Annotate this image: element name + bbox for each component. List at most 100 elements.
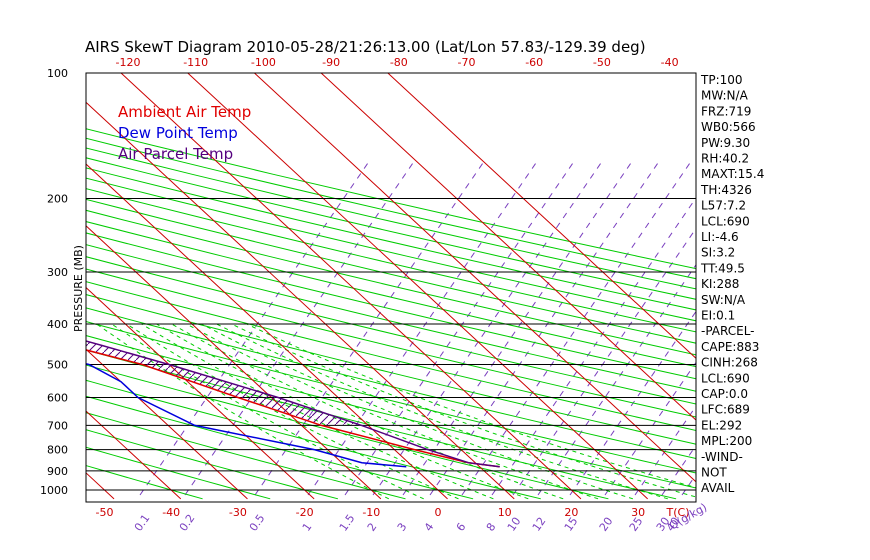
dry-adiabat [86,157,696,300]
bottom-temp-tick: 30 [631,506,645,519]
isotherm [254,73,696,483]
bottom-temp-tick: 10 [498,506,512,519]
mixing-ratio-line [139,159,371,496]
mixing-ratio-tick: 0.5 [247,512,268,534]
bottom-temp-axis: -50 -40 -30 -20 -10 0 10 20 30 T(C) [96,506,690,519]
index-entry: -PARCEL- [701,324,755,338]
profile-lines [86,340,500,468]
mixing-ratio-line [184,159,416,496]
index-entry: -WIND- [701,450,743,464]
pressure-tick-label: 600 [47,391,68,404]
mixing-ratio-tick: 1 [300,521,315,534]
top-temp-axis: -120 -110 -100 -90 -80 -70 -60 -50 -40 [116,56,679,69]
mixing-ratio-line [372,159,604,496]
pressure-tick-label: 1000 [40,484,68,497]
mixing-ratio-tick: 20 [597,515,616,534]
bottom-temp-tick: -30 [229,506,247,519]
dry-adiabat [86,307,696,459]
moist-adiabat [156,323,529,500]
bottom-temp-tick: -40 [162,506,180,519]
moist-adiabat [186,323,599,500]
dry-adiabat [86,221,696,368]
index-entry: RH:40.2 [701,152,749,166]
index-entry: CAPE:883 [701,340,759,354]
index-entry: SW:N/A [701,293,746,307]
legend-entry: Ambient Air Temp [118,103,251,121]
dry-adiabat [86,209,696,356]
index-entry: TH:4326 [700,183,752,197]
bottom-temp-tick: -10 [362,506,380,519]
top-temp-tick: -120 [116,56,141,69]
temp-unit-label: T(C) [666,506,690,519]
mixing-ratio-line [402,159,634,496]
moist-adiabat [201,323,634,500]
parcel-temp-line [86,340,500,468]
mixing-ratio-line [307,159,539,496]
isotherm [320,73,696,421]
dry-adiabat [86,268,696,418]
mixing-ratio-lines [139,159,696,496]
index-entry: FRZ:719 [701,104,751,118]
dry-adiabat [86,379,541,500]
dry-adiabat [86,177,696,322]
index-entry: L57:7.2 [701,199,746,213]
pressure-tick-label: 800 [47,444,68,457]
ambient-temp-line [86,349,500,468]
mixing-ratio-tick: 2 [365,521,380,534]
pressure-tick-label: 100 [47,67,68,80]
dry-adiabat [86,446,271,500]
pressure-axis-label: PRESSURE (MB) [72,245,85,332]
index-entry: LCL:690 [701,371,750,385]
isotherm [86,410,182,500]
cape-hatch [86,341,358,426]
plot-frame [85,72,697,503]
mixing-ratio-line [461,159,693,496]
dry-adiabat [86,137,696,280]
mixing-ratio-tick: 6 [454,521,469,534]
index-entry: MW:N/A [701,89,749,103]
index-entry: AVAIL [701,481,735,495]
pressure-tick-label: 500 [47,358,68,371]
mixing-ratio-line [254,159,486,496]
top-temp-tick: -80 [390,56,408,69]
moist-adiabat [246,323,696,489]
mixing-ratio-line [661,444,696,496]
bottom-temp-tick: -20 [296,506,314,519]
mixing-ratio-line [344,159,576,496]
dewpoint-line [86,362,407,468]
top-temp-tick: -110 [183,56,208,69]
index-entry: TP:100 [700,73,743,87]
top-temp-tick: -50 [593,56,611,69]
dry-adiabat-lines [86,128,696,500]
index-entry: MPL:200 [701,434,752,448]
index-entry: CINH:268 [701,356,758,370]
index-entry: TT:49.5 [700,261,745,275]
legend: Ambient Air Temp Dew Point Temp Air Parcel… [118,103,251,163]
index-entry: LI:-4.6 [701,230,739,244]
pressure-tick-label: 700 [47,419,68,432]
pressure-axis: 100 200 300 400 500 600 700 800 900 1000 [40,67,68,497]
isobar-lines [86,73,696,491]
moist-adiabat [126,323,459,500]
index-entry: CAP:0.0 [701,387,748,401]
top-temp-tick: -90 [322,56,340,69]
index-entry: LCL:690 [701,214,750,228]
top-temp-tick: -40 [661,56,679,69]
dry-adiabat [86,188,696,333]
dry-adiabat [86,321,696,474]
mixing-ratio-tick: 8 [484,521,499,534]
isotherm [0,73,47,499]
index-entry: LFC:689 [701,403,750,417]
dry-adiabat [86,256,696,405]
isotherm [86,348,248,500]
index-entry: MAXT:15.4 [701,167,764,181]
bottom-temp-tick: -50 [96,506,114,519]
isotherm [86,163,448,500]
mixing-ratio-line [429,159,661,496]
index-entry: EI:0.1 [701,309,735,323]
mixing-ratio-tick: 12 [530,515,549,534]
isotherm [387,73,696,360]
moist-adiabat [96,323,390,500]
